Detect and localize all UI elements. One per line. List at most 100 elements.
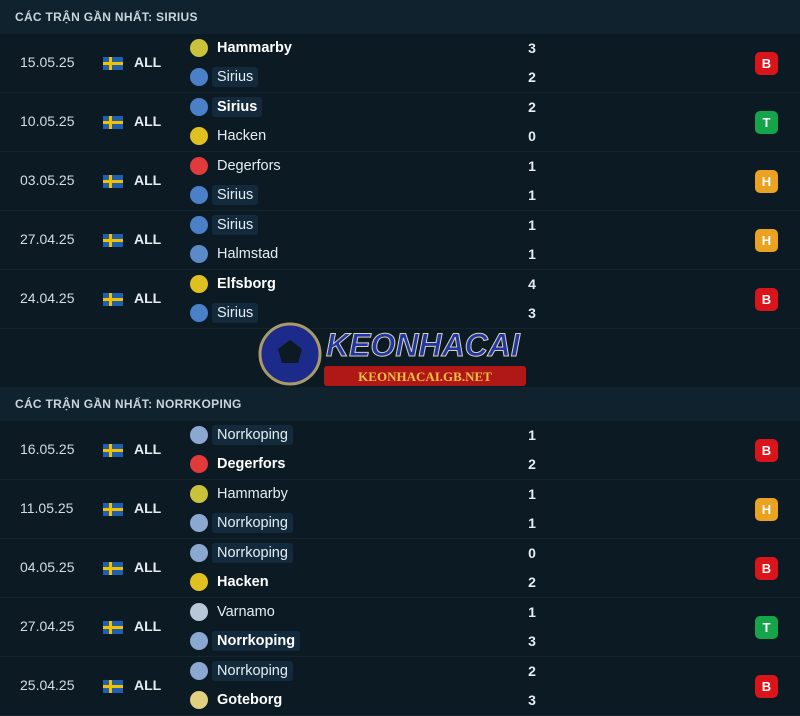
competition: ALL	[134, 172, 162, 188]
team-logo-icon	[190, 426, 208, 444]
team-logo-icon	[190, 632, 208, 650]
match-date: 11.05.25	[20, 500, 74, 516]
team-logo-icon	[190, 157, 208, 175]
team-logo-icon	[190, 245, 208, 263]
away-team[interactable]: Hacken	[190, 570, 274, 594]
away-score: 2	[528, 69, 536, 85]
away-team[interactable]: Sirius	[190, 65, 259, 89]
match-row[interactable]: 27.04.25 ALL Sirius Halmstad 1 1 H	[0, 211, 800, 270]
team-name: Sirius	[212, 215, 259, 235]
match-row[interactable]: 10.05.25 ALL Sirius Hacken 2 0 T	[0, 93, 800, 152]
match-row[interactable]: 04.05.25 ALL Norrkoping Hacken 0 2 B	[0, 539, 800, 598]
match-row[interactable]: 15.05.25 ALL Hammarby Sirius 3 2 B	[0, 34, 800, 93]
away-score: 2	[528, 456, 536, 472]
section-title: CÁC TRẬN GẦN NHẤT: SIRIUS	[0, 0, 800, 34]
competition: ALL	[134, 113, 162, 129]
home-team[interactable]: Hammarby	[190, 36, 297, 60]
match-row[interactable]: 24.04.25 ALL Elfsborg Sirius 4 3 B	[0, 270, 800, 329]
sweden-flag-icon	[103, 621, 123, 634]
team-name: Norrkoping	[212, 543, 293, 563]
result-badge: B	[755, 288, 778, 311]
home-team[interactable]: Degerfors	[190, 154, 286, 178]
away-team[interactable]: Norrkoping	[190, 629, 301, 653]
match-row[interactable]: 27.04.25 ALL Varnamo Norrkoping 1 3 T	[0, 598, 800, 657]
team-name: Elfsborg	[217, 276, 276, 292]
match-date: 15.05.25	[20, 54, 75, 70]
team-name: Hacken	[217, 128, 267, 144]
team-name: Norrkoping	[212, 425, 293, 445]
competition: ALL	[134, 677, 162, 693]
watermark-logo: KEONHACAI KEONHACAI.GB.NET	[258, 322, 526, 386]
team-name: Varnamo	[217, 604, 275, 620]
result-badge: H	[755, 498, 778, 521]
away-team[interactable]: Hacken	[190, 124, 271, 148]
away-team[interactable]: Halmstad	[190, 242, 283, 266]
away-team[interactable]: Goteborg	[190, 688, 287, 712]
match-date: 25.04.25	[20, 677, 75, 693]
home-team[interactable]: Norrkoping	[190, 659, 293, 683]
match-date: 04.05.25	[20, 559, 75, 575]
result-badge: H	[755, 229, 778, 252]
home-score: 1	[528, 427, 536, 443]
sweden-flag-icon	[103, 234, 123, 247]
result-badge: B	[755, 675, 778, 698]
home-team[interactable]: Varnamo	[190, 600, 280, 624]
home-score: 4	[528, 276, 536, 292]
svg-text:KEONHACAI: KEONHACAI	[326, 327, 521, 363]
team-logo-icon	[190, 544, 208, 562]
sweden-flag-icon	[103, 175, 123, 188]
home-team[interactable]: Norrkoping	[190, 541, 293, 565]
team-name: Hacken	[217, 574, 269, 590]
match-date: 27.04.25	[20, 618, 75, 634]
team-logo-icon	[190, 216, 208, 234]
match-date: 16.05.25	[20, 441, 75, 457]
home-team[interactable]: Hammarby	[190, 482, 293, 506]
team-name: Goteborg	[217, 692, 283, 708]
home-score: 1	[528, 486, 536, 502]
away-team[interactable]: Norrkoping	[190, 511, 293, 535]
result-badge: T	[755, 111, 778, 134]
competition: ALL	[134, 618, 162, 634]
home-score: 2	[528, 663, 536, 679]
home-team[interactable]: Elfsborg	[190, 272, 281, 296]
team-name: Sirius	[212, 67, 259, 87]
match-row[interactable]: 11.05.25 ALL Hammarby Norrkoping 1 1 H	[0, 480, 800, 539]
home-team[interactable]: Sirius	[190, 213, 259, 237]
away-score: 1	[528, 187, 536, 203]
home-team[interactable]: Sirius	[190, 95, 263, 119]
team-logo-icon	[190, 603, 208, 621]
sweden-flag-icon	[103, 680, 123, 693]
match-date: 10.05.25	[20, 113, 75, 129]
sweden-flag-icon	[103, 444, 123, 457]
home-score: 3	[528, 40, 536, 56]
away-team[interactable]: Sirius	[190, 183, 259, 207]
team-logo-icon	[190, 275, 208, 293]
match-row[interactable]: 16.05.25 ALL Norrkoping Degerfors 1 2 B	[0, 421, 800, 480]
home-score: 0	[528, 545, 536, 561]
team-name: Sirius	[212, 185, 259, 205]
competition: ALL	[134, 441, 162, 457]
away-score: 3	[528, 305, 536, 321]
home-team[interactable]: Norrkoping	[190, 423, 293, 447]
team-logo-icon	[190, 304, 208, 322]
match-row[interactable]: 25.04.25 ALL Norrkoping Goteborg 2 3 B	[0, 657, 800, 716]
team-name: Sirius	[212, 97, 263, 117]
team-logo-icon	[190, 691, 208, 709]
away-team[interactable]: Sirius	[190, 301, 259, 325]
match-row[interactable]: 03.05.25 ALL Degerfors Sirius 1 1 H	[0, 152, 800, 211]
sweden-flag-icon	[103, 116, 123, 129]
away-score: 1	[528, 515, 536, 531]
competition: ALL	[134, 500, 162, 516]
home-score: 2	[528, 99, 536, 115]
competition: ALL	[134, 54, 162, 70]
away-team[interactable]: Degerfors	[190, 452, 291, 476]
team-logo-icon	[190, 68, 208, 86]
match-date: 24.04.25	[20, 290, 75, 306]
team-logo-icon	[190, 662, 208, 680]
team-logo-icon	[190, 573, 208, 591]
result-badge: T	[755, 616, 778, 639]
team-name: Sirius	[212, 303, 259, 323]
sweden-flag-icon	[103, 293, 123, 306]
team-logo-icon	[190, 455, 208, 473]
